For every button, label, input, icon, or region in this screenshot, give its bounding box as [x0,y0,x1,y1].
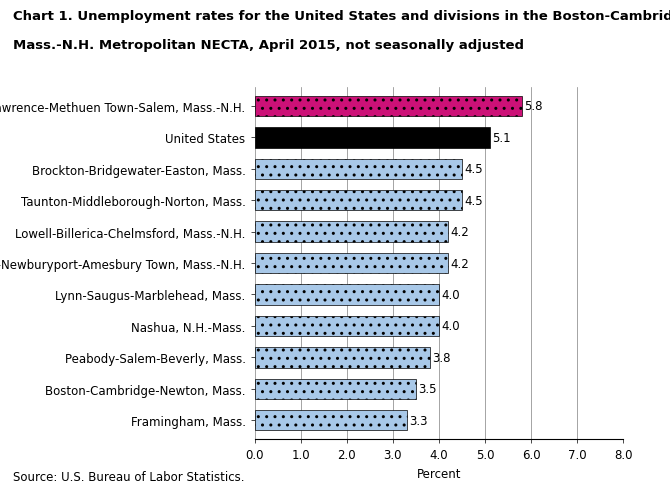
Bar [255,97,522,117]
Text: 5.8: 5.8 [525,100,543,113]
Text: 4.2: 4.2 [451,257,470,270]
X-axis label: Percent: Percent [417,467,461,480]
Bar [255,316,439,336]
Text: 4.5: 4.5 [465,194,483,207]
Bar [255,285,439,305]
Text: 4.2: 4.2 [451,225,470,239]
Bar [255,347,429,368]
Bar [255,159,462,180]
Text: Mass.-N.H. Metropolitan NECTA, April 2015, not seasonally adjusted: Mass.-N.H. Metropolitan NECTA, April 201… [13,39,525,52]
Text: 3.8: 3.8 [432,351,451,364]
Bar [255,253,448,274]
Text: 5.1: 5.1 [492,132,511,144]
Bar [255,191,462,211]
Bar [255,379,416,399]
Bar [255,222,448,243]
Bar [255,410,407,430]
Bar [255,128,490,148]
Text: Chart 1. Unemployment rates for the United States and divisions in the Boston-Ca: Chart 1. Unemployment rates for the Unit… [13,10,670,23]
Text: 3.3: 3.3 [409,414,428,427]
Text: 4.5: 4.5 [465,163,483,176]
Text: 4.0: 4.0 [442,288,460,302]
Text: 3.5: 3.5 [419,383,437,395]
Text: Source: U.S. Bureau of Labor Statistics.: Source: U.S. Bureau of Labor Statistics. [13,470,245,483]
Text: 4.0: 4.0 [442,320,460,333]
